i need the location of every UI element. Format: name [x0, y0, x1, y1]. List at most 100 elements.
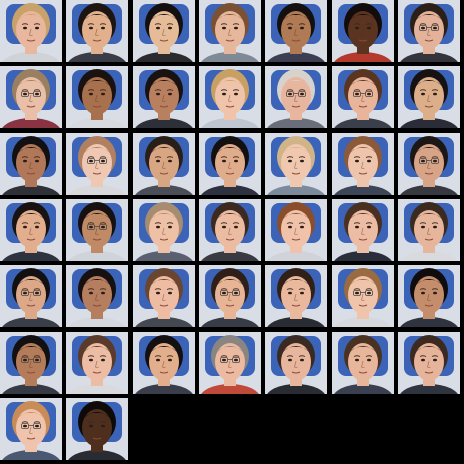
shirt	[2, 52, 60, 62]
hair-fringe	[82, 345, 113, 354]
mouth	[159, 371, 168, 374]
face-thumbnail	[265, 198, 328, 261]
face	[148, 342, 179, 381]
face-thumbnail	[66, 265, 129, 328]
face-thumbnail	[0, 331, 62, 394]
face-thumbnail	[198, 198, 261, 261]
left-brow	[419, 155, 427, 158]
left-eye	[89, 225, 94, 229]
shirt	[267, 250, 326, 261]
nose	[360, 161, 365, 169]
shirt	[267, 383, 326, 394]
left-brow	[21, 288, 29, 291]
hair-fringe	[347, 80, 378, 89]
hair-fringe	[214, 80, 245, 89]
face-photo	[0, 0, 62, 62]
right-eye	[432, 159, 437, 162]
face-thumbnail	[0, 397, 62, 460]
right-brow	[431, 89, 439, 92]
hair-fringe	[16, 146, 46, 155]
shirt	[68, 250, 127, 261]
face-thumbnail	[265, 0, 328, 62]
face-photo	[198, 66, 261, 129]
face-photo	[132, 132, 195, 195]
face	[347, 77, 378, 116]
hair-fringe	[214, 14, 245, 22]
face-thumbnail	[397, 66, 460, 129]
shirt	[400, 383, 458, 394]
face	[82, 276, 113, 315]
left-eye	[89, 424, 94, 428]
face-photo	[0, 132, 62, 195]
nose	[95, 294, 100, 302]
right-eye	[366, 225, 371, 229]
face-photo	[265, 265, 328, 328]
hair-fringe	[214, 146, 245, 155]
shirt	[201, 317, 259, 328]
left-eye	[155, 292, 160, 295]
nose	[95, 28, 100, 36]
face	[413, 342, 444, 381]
face-photo	[397, 132, 460, 195]
mouth	[292, 371, 301, 374]
right-eye	[101, 93, 106, 96]
face	[148, 77, 179, 116]
nose	[161, 294, 166, 302]
face	[16, 77, 46, 116]
left-brow	[88, 23, 95, 25]
left-eye	[354, 26, 359, 30]
shirt	[267, 118, 326, 129]
face	[214, 209, 245, 248]
left-eye	[89, 93, 94, 96]
shirt	[333, 250, 392, 261]
shirt	[400, 317, 458, 328]
face-photo	[265, 132, 328, 195]
face-photo	[331, 66, 394, 129]
hair-fringe	[148, 279, 179, 288]
right-brow	[299, 89, 306, 92]
left-brow	[419, 354, 427, 357]
shirt	[267, 184, 326, 195]
left-brow	[21, 155, 29, 158]
shirt	[201, 383, 259, 394]
mouth	[292, 304, 301, 307]
right-brow	[365, 155, 372, 158]
mouth	[358, 172, 367, 175]
left-brow	[88, 354, 95, 357]
right-eye	[167, 26, 172, 30]
hair-fringe	[16, 212, 46, 221]
shirt	[2, 383, 60, 394]
right-brow	[365, 222, 372, 224]
hair-fringe	[214, 279, 245, 288]
shirt	[2, 184, 60, 195]
face	[148, 143, 179, 182]
nose	[427, 28, 431, 36]
left-brow	[353, 89, 360, 92]
face-thumbnail	[0, 132, 62, 195]
right-eye	[167, 159, 172, 162]
hair-fringe	[413, 279, 444, 288]
right-eye	[432, 225, 437, 229]
face	[413, 77, 444, 116]
right-brow	[232, 89, 240, 92]
right-brow	[299, 288, 306, 291]
right-eye	[366, 26, 371, 30]
left-brow	[287, 222, 294, 224]
glasses-right-lens	[99, 224, 108, 230]
shirt	[400, 184, 458, 195]
face	[281, 77, 312, 116]
shirt	[134, 118, 193, 129]
face-photo	[397, 331, 460, 394]
glasses-left-lens	[220, 290, 228, 297]
face	[148, 209, 179, 248]
right-brow	[232, 23, 240, 25]
shirt	[333, 184, 392, 195]
left-eye	[288, 26, 293, 30]
face-photo	[397, 265, 460, 328]
mouth	[93, 437, 102, 440]
face-thumbnail	[132, 132, 195, 195]
shirt	[68, 449, 127, 460]
face-photo	[132, 265, 195, 328]
hair-fringe	[16, 345, 46, 354]
mouth	[159, 304, 168, 307]
